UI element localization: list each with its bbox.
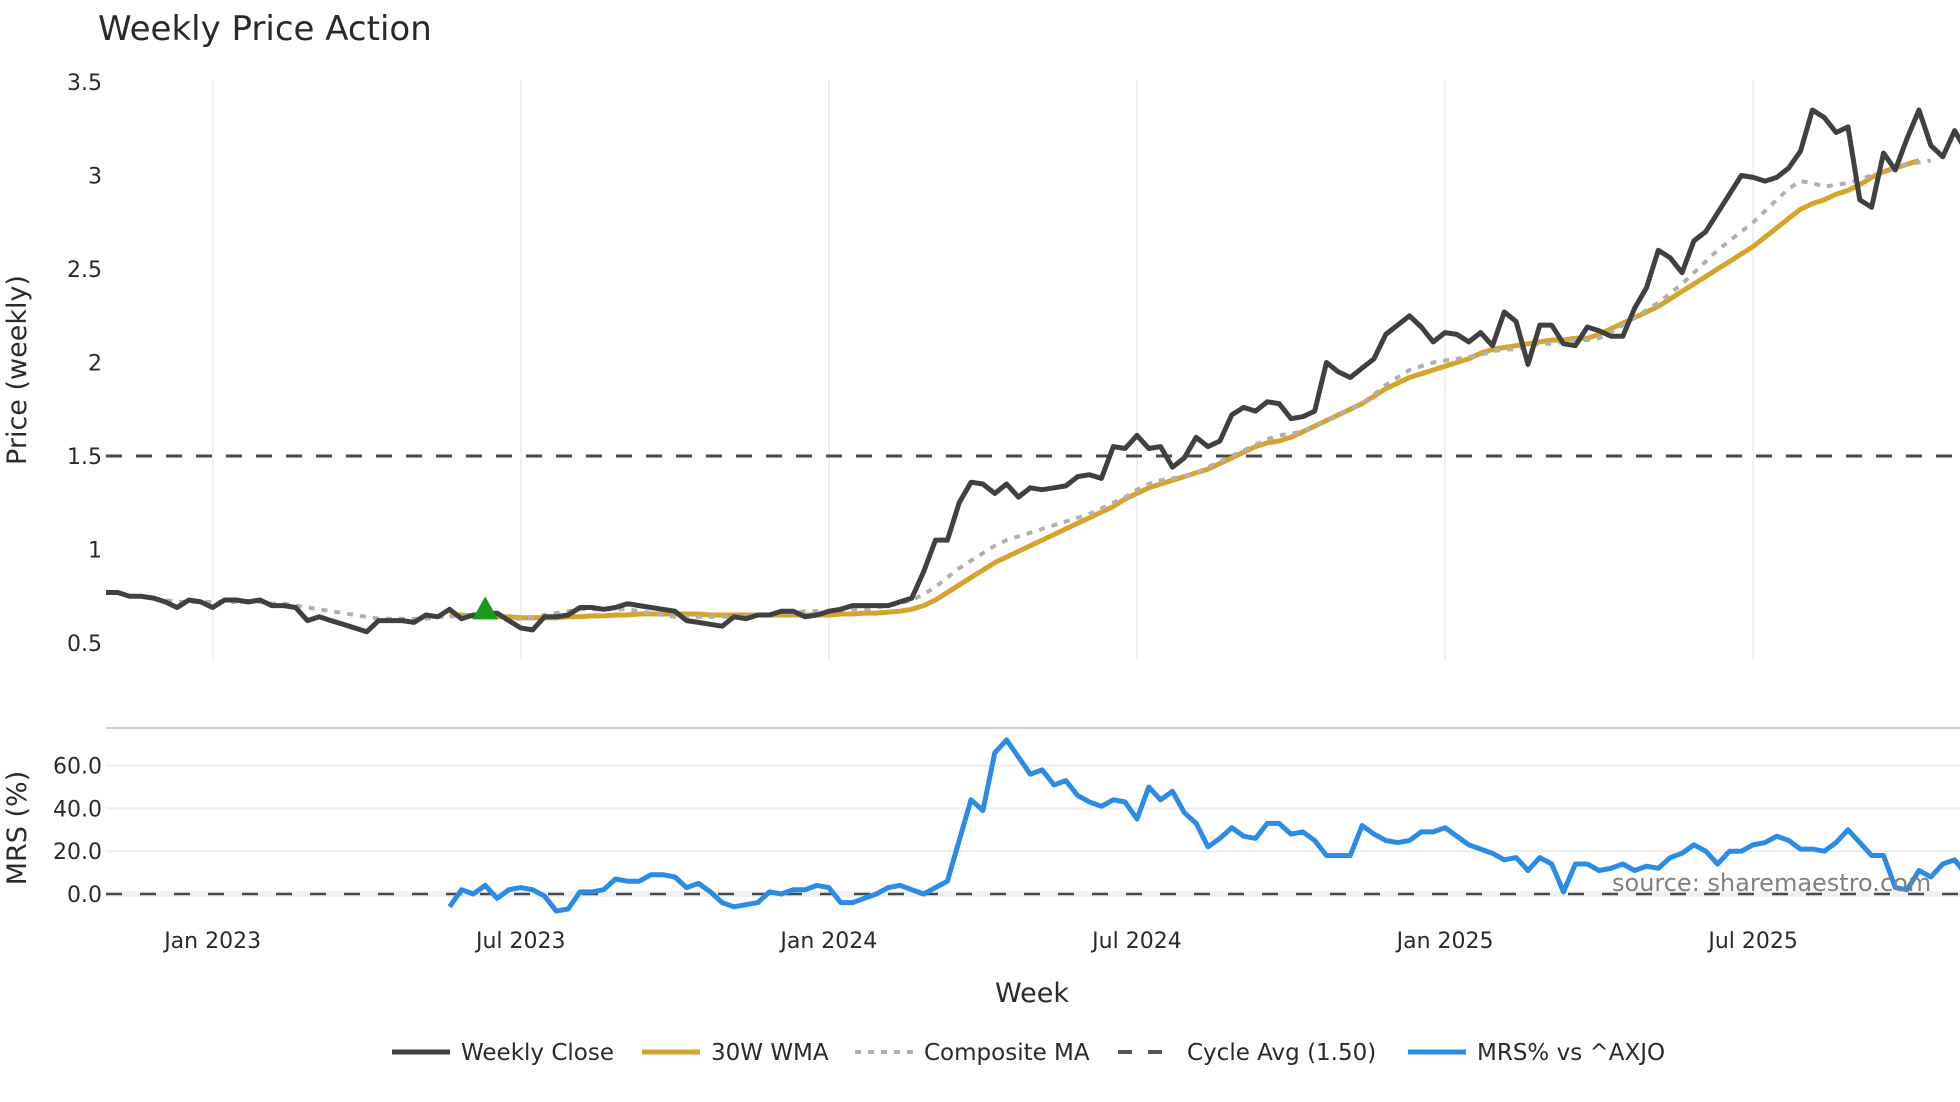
legend-item[interactable]: Cycle Avg (1.50) xyxy=(1118,1040,1376,1066)
legend-label: Weekly Close xyxy=(461,1040,614,1066)
buy-signal-triangle-icon xyxy=(472,596,499,620)
x-tick-label: Jul 2025 xyxy=(1706,929,1798,954)
legend-item[interactable]: Composite MA xyxy=(855,1040,1090,1066)
legend: Weekly Close 30W WMA Composite MA Cycle Avg… xyxy=(392,1040,1665,1066)
x-axis-ticks: Jan 2023 Jul 2023 Jan 2024 Jul 2024 Jan 2025… xyxy=(162,929,1798,954)
mrs-y-axis-title: MRS (%) xyxy=(2,771,33,886)
x-tick-label: Jul 2023 xyxy=(474,929,566,954)
mrs-y-tick: 20.0 xyxy=(53,840,102,865)
x-tick-label: Jan 2023 xyxy=(162,929,261,954)
mrs-y-tick: 0.0 xyxy=(67,883,102,908)
mrs-line xyxy=(447,737,1960,914)
price-y-tick: 3.5 xyxy=(67,71,102,96)
price-y-tick: 2.5 xyxy=(67,258,102,283)
legend-label: 30W WMA xyxy=(711,1040,829,1066)
price-series xyxy=(106,107,1960,635)
x-tick-label: Jan 2024 xyxy=(778,929,877,954)
source-annotation: source: sharemaestro.com xyxy=(1612,869,1931,897)
mrs-grid xyxy=(106,764,1960,853)
legend-label: Cycle Avg (1.50) xyxy=(1187,1040,1376,1066)
weekly-close-line xyxy=(106,107,1960,635)
legend-item[interactable]: Weekly Close xyxy=(392,1040,614,1066)
chart-title: Weekly Price Action xyxy=(98,9,432,49)
x-axis-title: Week xyxy=(995,978,1069,1009)
mrs-series xyxy=(447,737,1960,914)
price-y-tick: 0.5 xyxy=(67,632,102,657)
mrs-y-tick: 60.0 xyxy=(53,755,102,780)
price-y-tick: 2 xyxy=(88,352,102,377)
legend-item[interactable]: MRS% vs ^AXJO xyxy=(1408,1040,1665,1066)
mrs-y-tick: 40.0 xyxy=(53,797,102,822)
legend-item[interactable]: 30W WMA xyxy=(642,1040,829,1066)
x-tick-label: Jan 2025 xyxy=(1395,929,1494,954)
price-y-axis-ticks: 3.5 3 2.5 2 1.5 1 0.5 xyxy=(67,71,102,657)
price-y-tick: 3 xyxy=(88,165,102,190)
legend-label: MRS% vs ^AXJO xyxy=(1477,1040,1665,1066)
mrs-y-axis-ticks: 60.0 40.0 20.0 0.0 xyxy=(53,755,102,908)
price-y-axis-title: Price (weekly) xyxy=(2,275,33,465)
price-y-tick: 1.5 xyxy=(67,445,102,470)
price-y-tick: 1 xyxy=(88,539,102,564)
legend-label: Composite MA xyxy=(924,1040,1090,1066)
x-tick-label: Jul 2024 xyxy=(1090,929,1182,954)
30w-wma-line xyxy=(449,158,1920,621)
composite-ma-line xyxy=(153,158,1932,621)
